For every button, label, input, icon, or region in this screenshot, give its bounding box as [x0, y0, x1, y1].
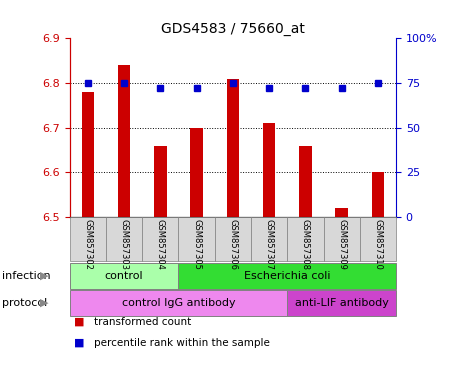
Bar — [335, 208, 348, 217]
Text: GSM857304: GSM857304 — [156, 219, 165, 270]
Bar — [154, 146, 166, 217]
Bar — [190, 127, 203, 217]
Text: transformed count: transformed count — [94, 317, 192, 327]
Text: GSM857310: GSM857310 — [374, 219, 382, 270]
Text: GSM857308: GSM857308 — [301, 219, 310, 270]
Bar — [118, 65, 130, 217]
Text: Escherichia coli: Escherichia coli — [244, 271, 330, 281]
Text: GSM857307: GSM857307 — [265, 219, 274, 270]
Text: GSM857306: GSM857306 — [229, 219, 238, 270]
Text: ▶: ▶ — [40, 298, 48, 308]
Bar — [263, 123, 275, 217]
Text: protocol: protocol — [2, 298, 48, 308]
Bar — [81, 92, 94, 217]
Bar — [226, 79, 239, 217]
Text: ■: ■ — [74, 338, 85, 348]
Text: control IgG antibody: control IgG antibody — [122, 298, 235, 308]
Text: control: control — [105, 271, 144, 281]
Text: GSM857309: GSM857309 — [337, 219, 346, 270]
Text: GSM857305: GSM857305 — [192, 219, 201, 270]
Text: GSM857303: GSM857303 — [120, 219, 129, 270]
Bar — [372, 172, 384, 217]
Title: GDS4583 / 75660_at: GDS4583 / 75660_at — [161, 22, 305, 36]
Text: infection: infection — [2, 271, 51, 281]
Text: anti-LIF antibody: anti-LIF antibody — [295, 298, 388, 308]
Text: ▶: ▶ — [40, 271, 48, 281]
Bar — [299, 146, 312, 217]
Text: GSM857302: GSM857302 — [83, 219, 92, 270]
Text: percentile rank within the sample: percentile rank within the sample — [94, 338, 270, 348]
Text: ■: ■ — [74, 317, 85, 327]
